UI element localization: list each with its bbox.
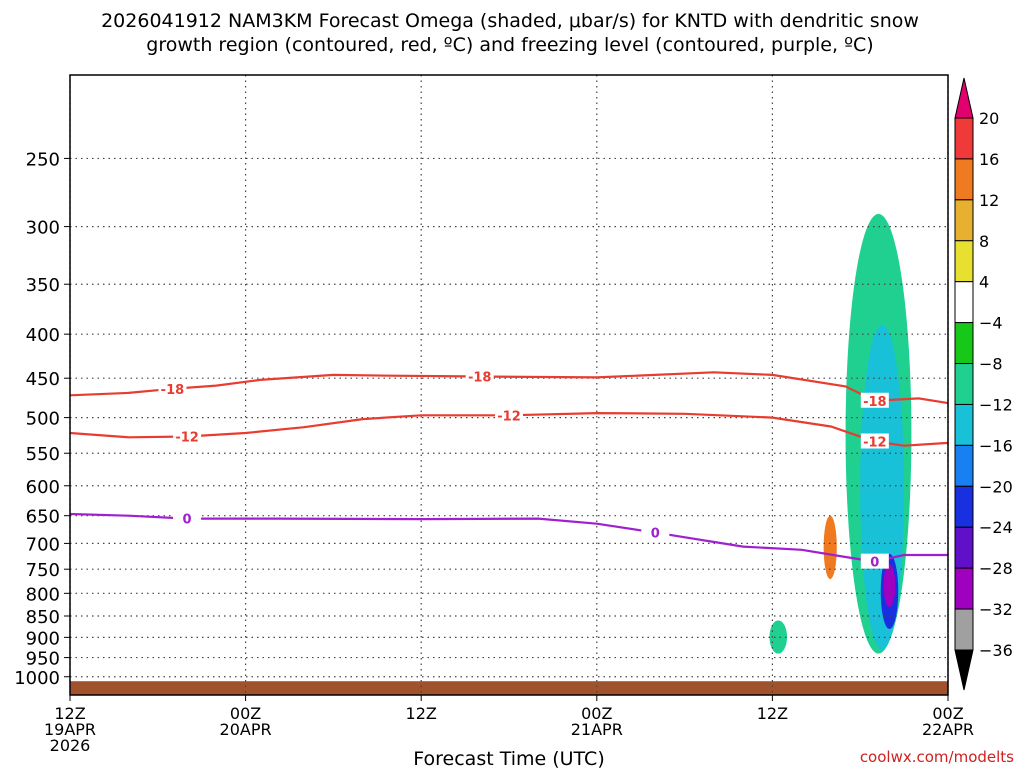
x-tick-label: 22APR [922,720,974,739]
contour-label: 0 [183,513,192,528]
y-tick-label-400: 400 [26,325,60,346]
colorbar-label: 4 [979,273,989,292]
x-tick-label: 2026 [50,736,91,755]
contour-label-bg [173,510,202,526]
contour-label: -12 [497,409,521,424]
y-tick-label-500: 500 [26,409,60,430]
x-tick-label: 12Z [757,704,788,723]
plot-frame [69,74,949,696]
colorbar-segment [954,322,974,365]
y-tick-label-650: 650 [26,507,60,528]
ground-strip [70,681,948,695]
y-tick-label-800: 800 [26,584,60,605]
colorbar-label: −36 [979,641,1013,660]
x-tick-label: 12Z [54,704,85,723]
colorbar-bottom-arrow [954,649,974,691]
contour-label: -12 [175,431,199,446]
colorbar-label: 8 [979,232,989,251]
omega-region-3 [883,564,896,608]
y-tick-label-850: 850 [26,607,60,628]
x-tick-label: 21APR [571,720,623,739]
contour-label-bg [158,380,187,396]
colorbar-label: 12 [979,191,999,210]
colorbar: 20 16 12 8 4 −4 −8 −12 −16 −20 −24 −28 −32 −36 [954,77,1013,691]
contour-label-bg [860,392,889,408]
colorbar-label: −24 [979,518,1013,537]
colorbar-segment [954,444,974,487]
colorbar-label: −8 [979,355,1003,374]
y-tick-label-350: 350 [26,275,60,296]
chart-title-line-2: growth region (contoured, red, ºC) and f… [146,34,873,56]
contour-label: -18 [863,395,887,410]
contour-label: -18 [161,383,185,398]
contour-label-bg [860,553,889,569]
contour-label-bg [495,407,523,423]
colorbar-segment [954,117,974,160]
y-tick-label-950: 950 [26,649,60,670]
x-tick-label: 20APR [220,720,272,739]
colorbar-label: 16 [979,150,999,169]
contour-freezing-level [69,512,948,563]
colorbar-segment [954,608,974,651]
colorbar-segment [954,281,974,324]
contour-label-bg [641,524,670,540]
colorbar-segment [954,567,974,610]
colorbar-label: 20 [979,109,999,128]
colorbar-label: −28 [979,559,1013,578]
credit-text: coolwx.com/modelts [860,748,1014,766]
colorbar-segment [954,363,974,405]
colorbar-label: −4 [979,314,1003,333]
x-tick-label: 19APR [44,720,96,739]
omega-region-5 [769,620,788,654]
axes: 2503003504004505005506006507007508008509… [14,74,974,755]
colorbar-segment [954,240,974,283]
colorbar-label: −32 [979,600,1013,619]
y-tick-label-750: 750 [26,560,60,581]
colorbar-label: −20 [979,477,1013,496]
y-tick-label-550: 550 [26,444,60,465]
x-axis-label: Forecast Time (UTC) [413,748,604,768]
y-tick-label-300: 300 [26,218,60,239]
x-tick-label: 00Z [581,704,612,723]
colorbar-label: −16 [979,436,1013,455]
contour-label: 0 [870,556,879,571]
contour-label-bg [860,433,889,449]
colorbar-segment [954,526,974,569]
colorbar-segment [954,403,974,446]
y-tick-label-250: 250 [26,149,60,170]
colorbar-segment [954,158,974,201]
colorbar-label: −12 [979,395,1013,414]
chart-title-line-1: 2026041912 NAM3KM Forecast Omega (shaded… [101,10,919,32]
contour-label: -18 [468,371,492,386]
x-tick-label: 00Z [230,704,261,723]
y-tick-label-450: 450 [26,369,60,390]
y-tick-label-600: 600 [26,477,60,498]
contour-label-bg [465,368,494,384]
contour-temp-minus18 [69,371,949,405]
colorbar-top-arrow [954,77,974,119]
x-tick-label: 12Z [406,704,437,723]
y-tick-label-700: 700 [26,534,60,555]
plot-area: -18 -18 -18 -12 -12 -12 0 0 0 [69,75,949,695]
contour-label: -12 [863,435,887,450]
contour-label-bg [173,428,202,444]
x-tick-label: 00Z [932,704,963,723]
colorbar-segment [954,199,974,242]
omega-region-4 [823,515,837,580]
y-tick-label-1000: 1000 [14,668,60,689]
y-tick-label-900: 900 [26,628,60,649]
contour-label: 0 [651,527,660,542]
colorbar-segment [954,485,974,528]
